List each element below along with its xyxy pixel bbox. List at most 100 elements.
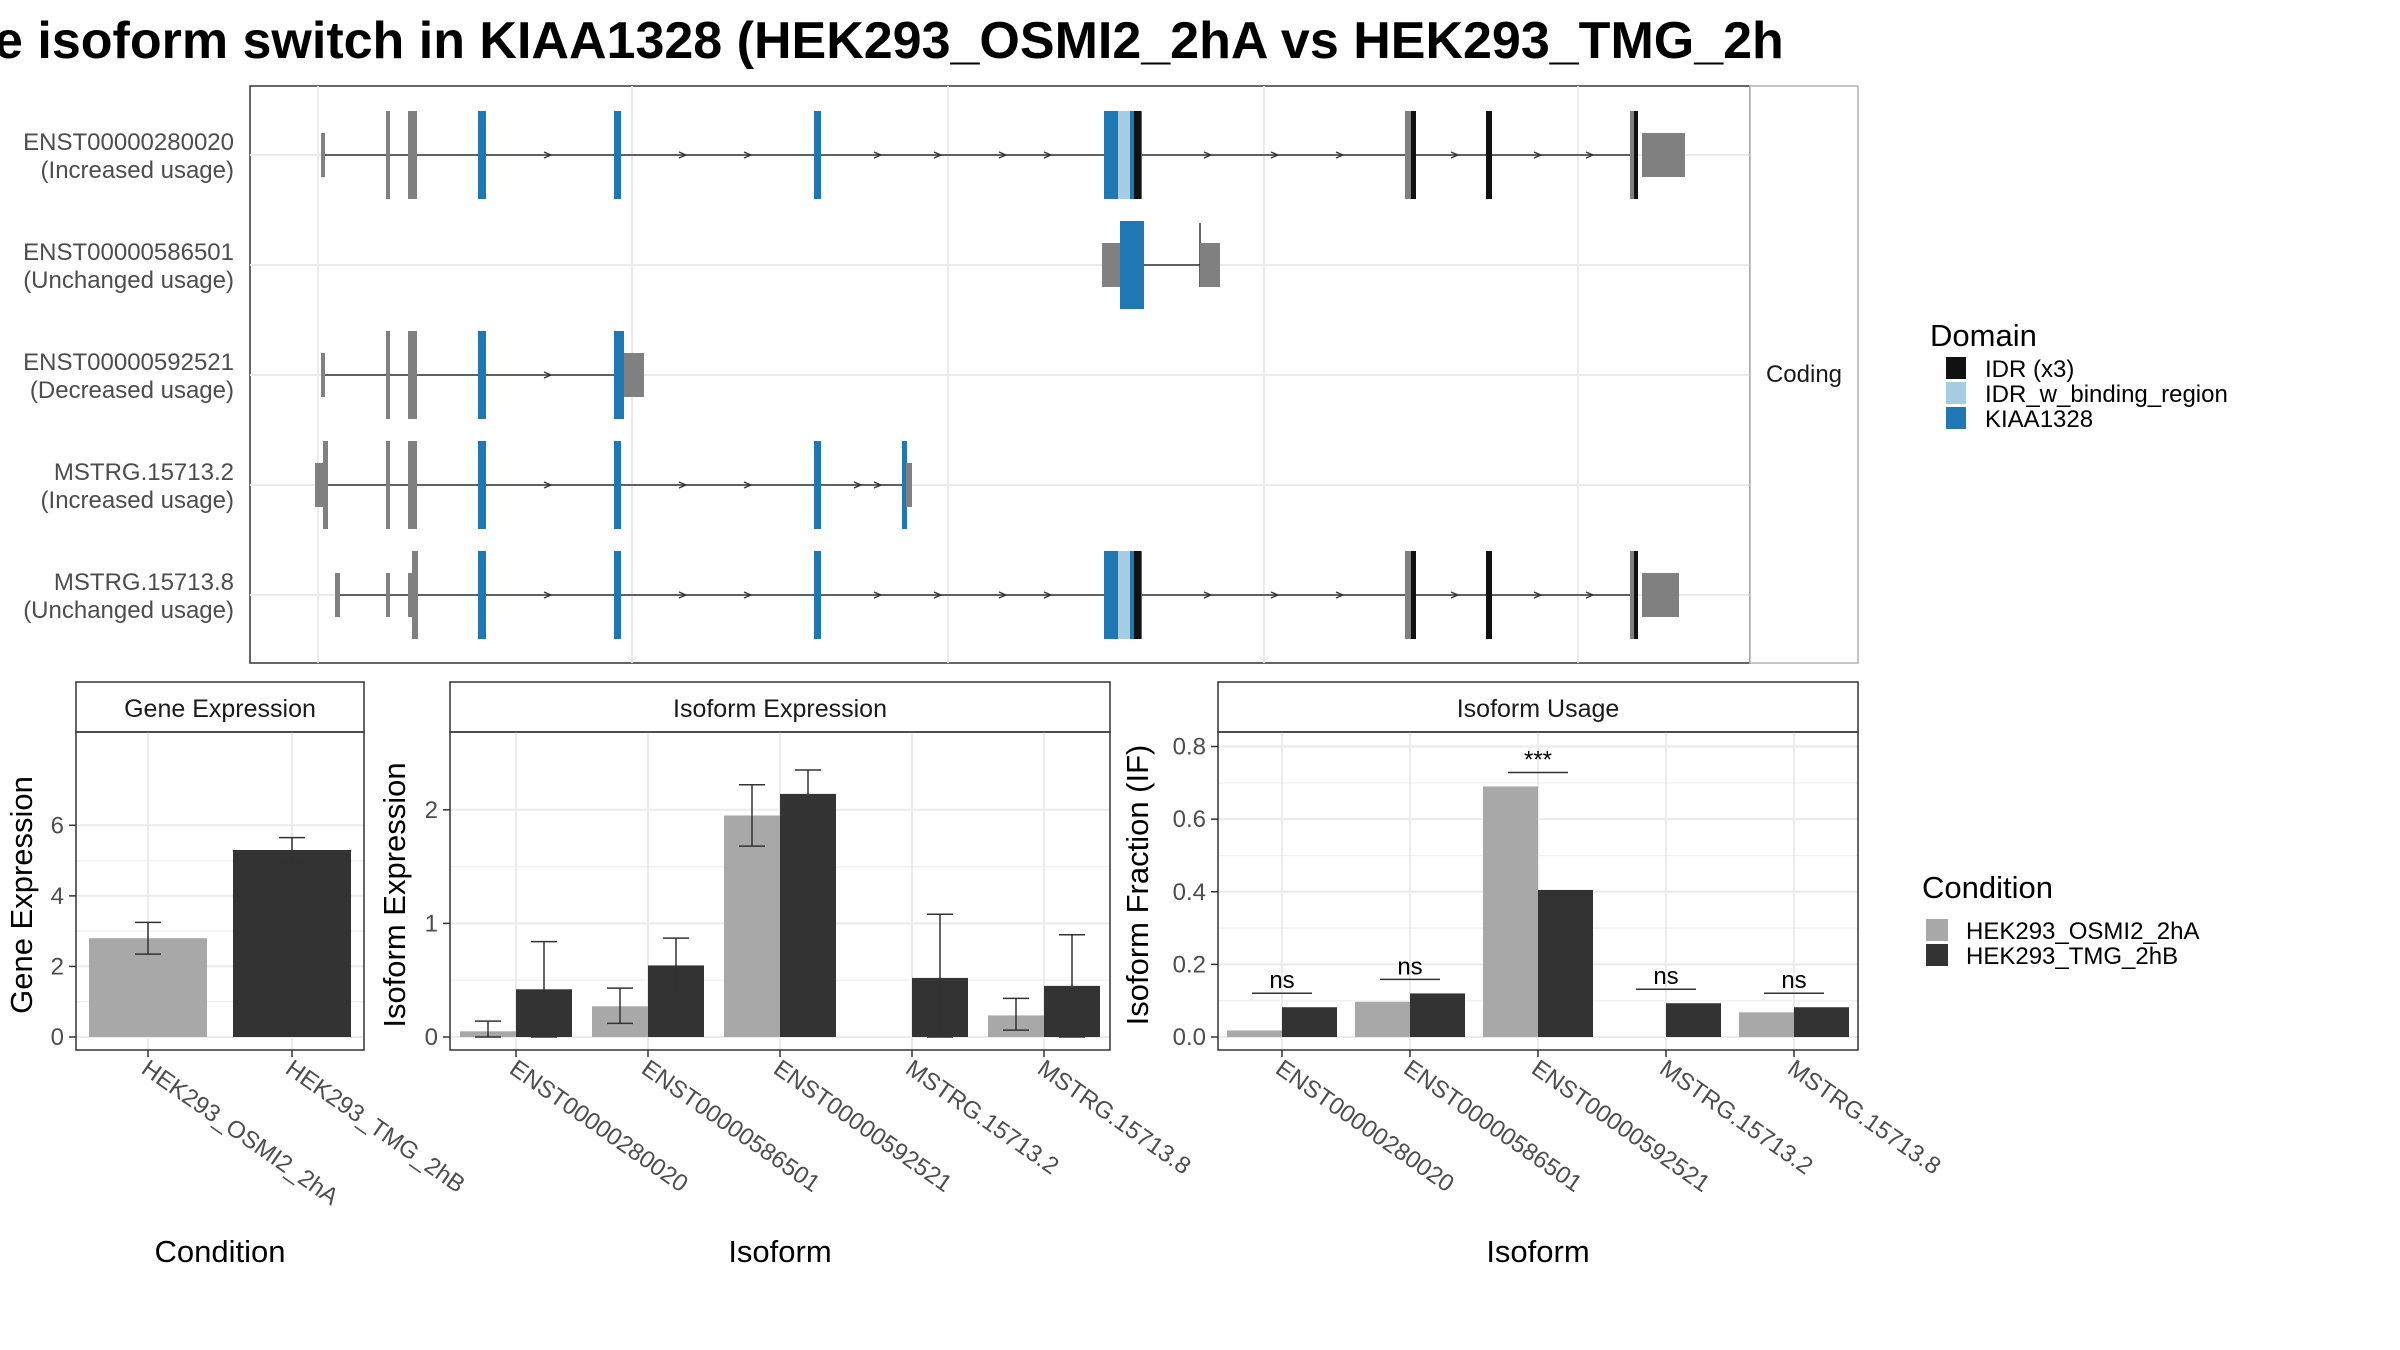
exon-block xyxy=(1102,243,1122,287)
strand-arrow xyxy=(1450,591,1460,599)
exon-block xyxy=(906,463,912,507)
isoform-usage-label: (Increased usage) xyxy=(41,157,234,184)
exon-block xyxy=(1405,551,1414,639)
y-tick-label: 0 xyxy=(425,1024,438,1051)
exon-block xyxy=(323,441,328,529)
condition-legend-label: HEK293_TMG_2hB xyxy=(1966,943,2178,970)
isoform-structure-row xyxy=(315,441,912,529)
domain-block xyxy=(1104,111,1118,199)
bar xyxy=(1739,1012,1794,1037)
domain-legend-swatch xyxy=(1946,357,1966,379)
isoform-expression-xlabel: Isoform xyxy=(728,1234,831,1269)
strand-arrow xyxy=(1043,151,1053,159)
exon-block xyxy=(412,551,418,639)
exon-block xyxy=(335,573,340,617)
isoform-usage-ylabel: Isoform Fraction (IF) xyxy=(1120,745,1155,1026)
exon-block xyxy=(624,353,644,397)
domain-legend-swatch xyxy=(1946,382,1966,404)
significance-label: ns xyxy=(1653,963,1678,990)
isoform-expression-strip xyxy=(449,681,1111,733)
strand-arrow xyxy=(678,591,688,599)
strand-arrow xyxy=(543,371,553,379)
y-tick-label: 2 xyxy=(51,953,64,980)
exon-block xyxy=(386,331,390,419)
isoform-id-label: ENST00000586501 xyxy=(23,239,234,266)
structure-isoform-labels: ENST00000280020(Increased usage)ENST0000… xyxy=(23,129,234,624)
isoform-usage-bars: ns ns *** ns ns xyxy=(1227,746,1849,1037)
bar xyxy=(1666,1003,1721,1037)
y-tick-label: 0 xyxy=(51,1024,64,1051)
isoform-id-label: ENST00000592521 xyxy=(23,349,234,376)
y-tick-label: 2 xyxy=(425,797,438,824)
bar xyxy=(780,793,836,1037)
isoform-usage-label: (Unchanged usage) xyxy=(23,267,234,294)
gene-expression-strip xyxy=(75,681,365,733)
strand-arrow xyxy=(543,481,553,489)
isoform-structure-row xyxy=(335,551,1679,639)
strand-arrow xyxy=(1533,151,1543,159)
isoform-expression-bars xyxy=(460,769,1100,1038)
strand-arrow xyxy=(743,481,753,489)
exon-block xyxy=(1642,573,1679,617)
strand-arrow xyxy=(998,591,1008,599)
exon-block xyxy=(321,353,325,397)
bar xyxy=(724,815,780,1037)
significance-label: ns xyxy=(1397,953,1422,980)
strand-arrow xyxy=(678,151,688,159)
isoform-structure-row xyxy=(321,331,644,419)
structure-rows xyxy=(315,111,1685,639)
strand-arrow xyxy=(873,591,883,599)
exon-block xyxy=(1405,111,1414,199)
exon-block xyxy=(315,463,324,507)
y-tick-label: 0.2 xyxy=(1173,951,1206,978)
strand-arrow xyxy=(933,151,943,159)
strand-arrow xyxy=(1450,151,1460,159)
exon-block xyxy=(1642,133,1685,177)
exon-block xyxy=(386,573,390,617)
domain-block xyxy=(1411,551,1416,639)
domain-block xyxy=(1134,111,1141,199)
isoform-usage-label: (Unchanged usage) xyxy=(23,597,234,624)
gene-expression-plot-border xyxy=(75,731,365,1051)
domain-block xyxy=(478,551,486,639)
strand-arrow xyxy=(543,151,553,159)
figure-title: e isoform switch in KIAA1328 (HEK293_OSM… xyxy=(0,12,1784,70)
domain-block xyxy=(614,111,621,199)
strand-arrow xyxy=(1533,591,1543,599)
domain-block xyxy=(1134,551,1141,639)
strand-arrow xyxy=(1270,151,1280,159)
domain-legend-label: IDR_w_binding_region xyxy=(1985,381,2228,408)
coding-strip xyxy=(1749,85,1859,664)
domain-block xyxy=(1634,551,1638,639)
bar xyxy=(233,849,351,1037)
domain-block xyxy=(478,331,486,419)
exon-block xyxy=(321,133,325,177)
y-tick-label: 6 xyxy=(51,812,64,839)
bar xyxy=(1227,1030,1282,1037)
exon-block xyxy=(408,111,417,199)
gene-expression-bars xyxy=(89,836,351,1037)
isoform-usage-xlabel: Isoform xyxy=(1486,1234,1589,1269)
significance-label: ns xyxy=(1269,967,1294,994)
bar xyxy=(1410,993,1465,1037)
strand-arrow xyxy=(1585,151,1595,159)
bar xyxy=(1282,1007,1337,1037)
strand-arrow xyxy=(743,591,753,599)
strand-arrow xyxy=(1335,591,1345,599)
transcript-structure-panel: ENST00000280020(Increased usage)ENST0000… xyxy=(23,85,1859,664)
strand-arrow xyxy=(1270,591,1280,599)
isoform-structure-row xyxy=(1102,221,1220,309)
domain-legend-swatch xyxy=(1946,407,1966,429)
bar xyxy=(1538,889,1593,1037)
domain-block xyxy=(478,441,486,529)
isoform-usage-panel: Isoform Usage ns ns *** ns ns 0.0 0.2 0.4 0.6 0.… xyxy=(1120,681,1946,1269)
domain-block xyxy=(1118,111,1130,199)
domain-block xyxy=(1634,111,1638,199)
gene-expression-xlabel: Condition xyxy=(155,1234,286,1269)
bar xyxy=(1794,1007,1849,1037)
exon-block xyxy=(386,111,390,199)
domain-block xyxy=(614,441,621,529)
